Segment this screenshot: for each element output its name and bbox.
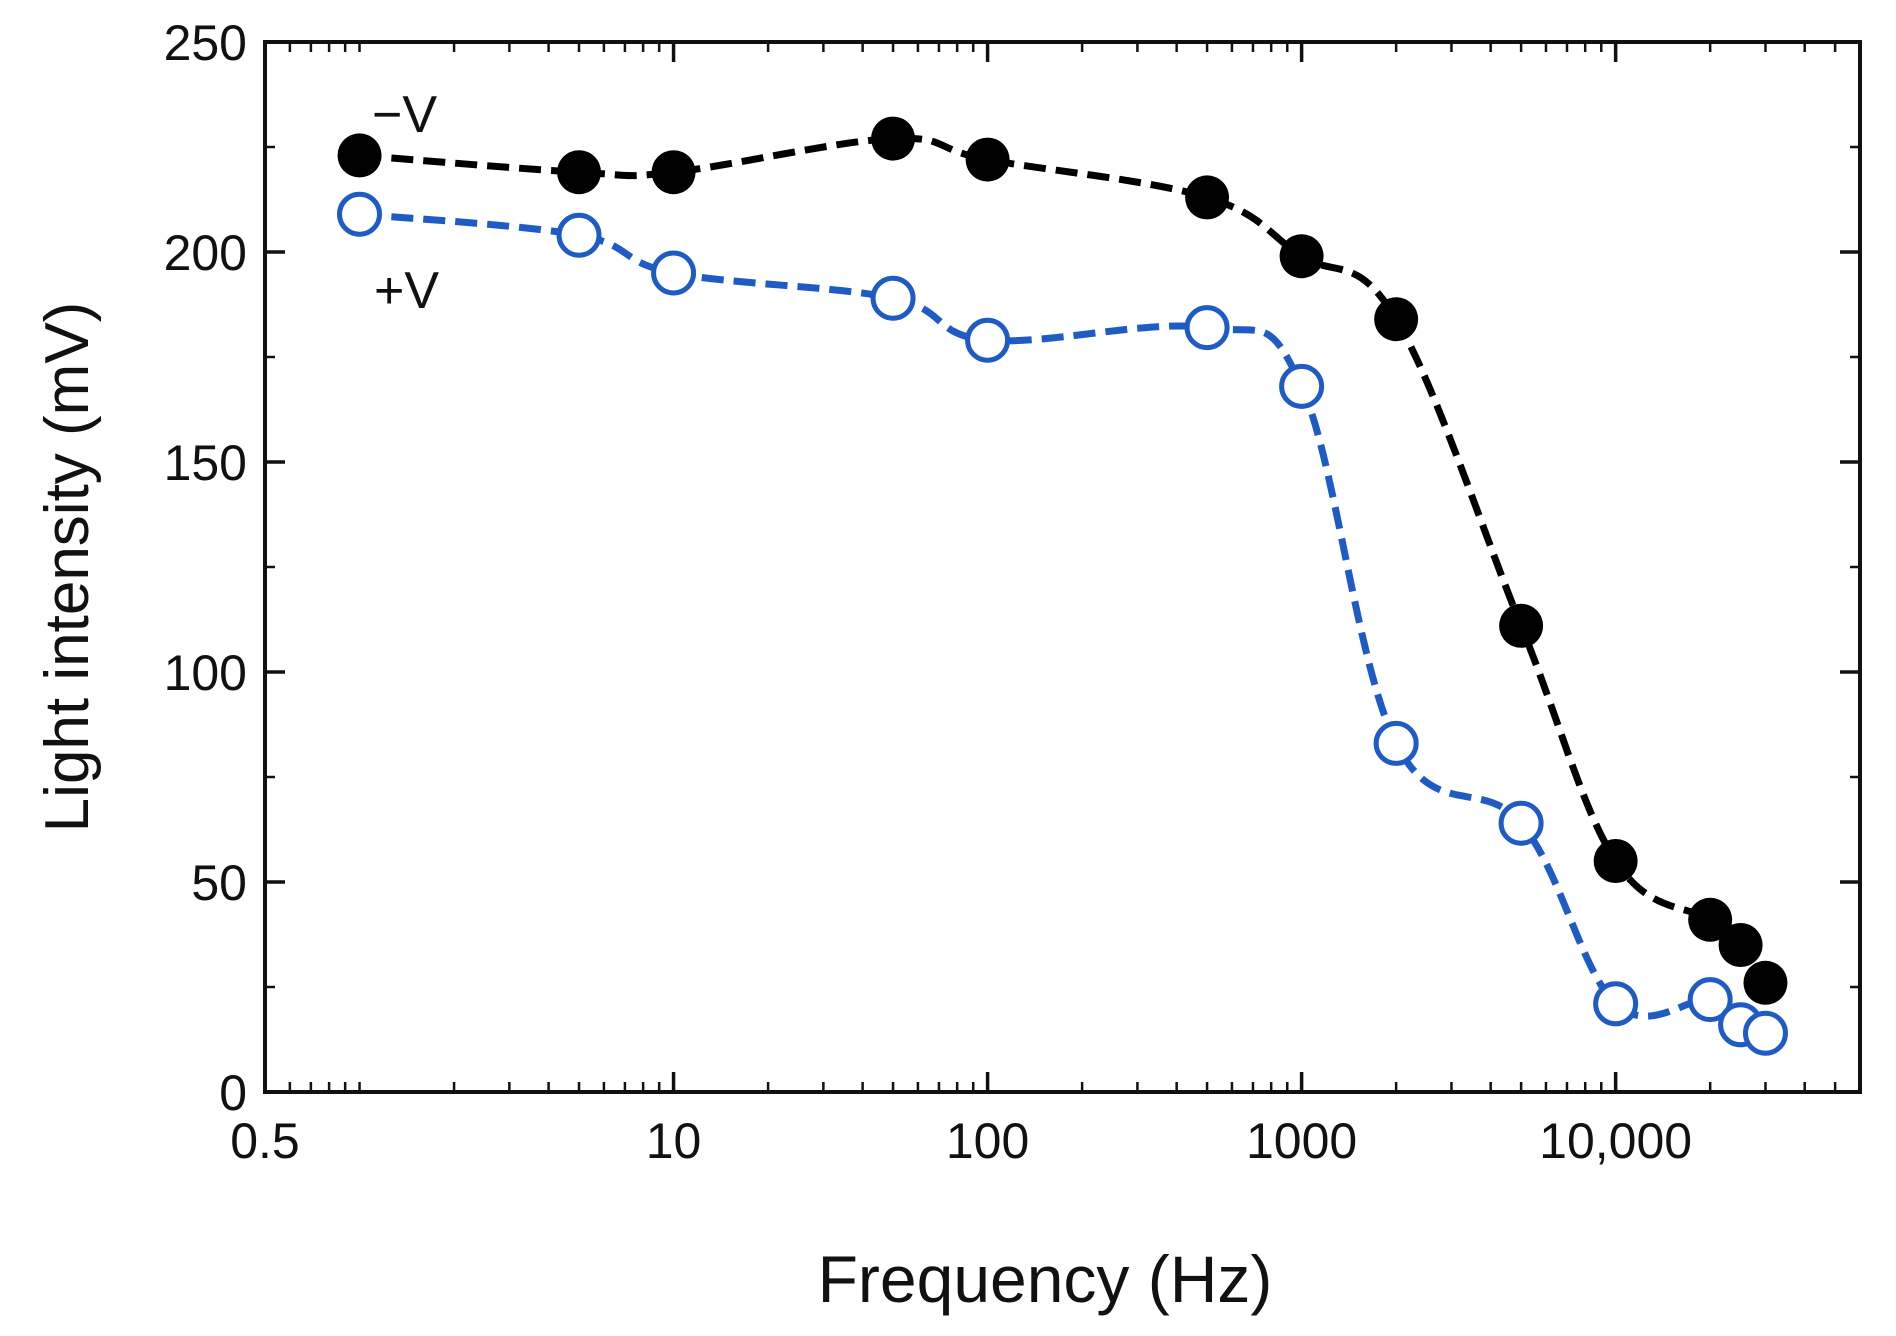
x-axis-label: Frequency (Hz)	[818, 1242, 1273, 1316]
data-point	[1718, 923, 1763, 967]
data-point	[871, 116, 916, 161]
x-tick-label: 0.5	[230, 1113, 300, 1169]
data-point	[1743, 960, 1788, 1005]
series-labels: −V +V	[372, 86, 439, 320]
series-line	[359, 210, 1767, 1037]
data-point	[337, 133, 382, 178]
data-point	[1279, 363, 1325, 409]
data-point	[651, 250, 697, 296]
data-point	[337, 191, 383, 237]
x-tick-label: 100	[946, 1113, 1029, 1169]
y-tick-label: 100	[164, 645, 247, 701]
y-tick-label: 150	[164, 435, 247, 491]
data-point	[1184, 305, 1230, 351]
data-point	[965, 317, 1011, 363]
x-tick-label: 1000	[1246, 1113, 1357, 1169]
x-tick-label: 10	[646, 1113, 702, 1169]
x-tick-label: 10,000	[1539, 1113, 1692, 1169]
y-tick-label: 250	[164, 15, 247, 71]
data-point	[1742, 1010, 1788, 1056]
y-tick-label: 200	[164, 225, 247, 281]
data-point	[870, 275, 916, 321]
data-point	[965, 137, 1010, 182]
data-point	[556, 212, 602, 258]
y-tick-label: 50	[191, 855, 247, 911]
x-tick-labels: 0.5 10 100 1000 10,000	[230, 1113, 1692, 1169]
data-point	[557, 150, 602, 195]
data-point	[1373, 720, 1419, 766]
y-tick-label: 0	[219, 1065, 247, 1121]
data-point	[1687, 977, 1733, 1023]
series-line	[359, 134, 1769, 985]
data-point	[1374, 297, 1419, 342]
y-tick-labels: 0 50 100 150 200 250	[164, 15, 247, 1121]
data-point	[1593, 839, 1638, 883]
series-layer	[337, 116, 1788, 1056]
data-point	[651, 150, 696, 195]
data-point	[1498, 800, 1544, 846]
series-plus-v	[337, 191, 1788, 1056]
y-axis-label: Light intensity (mV)	[33, 302, 102, 833]
data-point	[1688, 897, 1733, 942]
data-point	[1593, 981, 1639, 1027]
minor-ticks	[265, 42, 1860, 1092]
plot-frame	[263, 40, 1862, 1094]
data-point	[1185, 175, 1230, 220]
data-point	[1499, 603, 1544, 648]
series-minus-v	[337, 116, 1788, 1005]
series-label-plus-v: +V	[374, 262, 439, 320]
series-label-minus-v: −V	[372, 86, 437, 144]
major-ticks	[263, 40, 1860, 1094]
data-point	[1279, 234, 1324, 279]
